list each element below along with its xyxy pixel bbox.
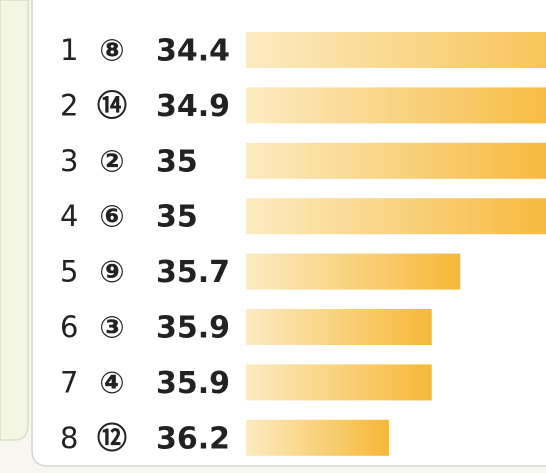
bar — [246, 309, 432, 345]
horse-number: ③ — [99, 311, 124, 346]
horse-number: ④ — [99, 366, 124, 401]
rank: 2 — [60, 88, 78, 122]
horse-number: ② — [99, 144, 124, 179]
rank: 6 — [60, 310, 78, 344]
time: 35 — [156, 144, 198, 179]
bar — [246, 253, 461, 290]
rank: 5 — [60, 255, 78, 289]
horse-number: ⑧ — [99, 34, 124, 69]
rank: 7 — [60, 365, 78, 399]
rank: 1 — [60, 33, 78, 67]
rank: 4 — [60, 199, 78, 233]
time: 34.9 — [156, 89, 230, 124]
time: 35.9 — [156, 366, 230, 401]
time: 34.4 — [156, 34, 230, 69]
bar — [246, 87, 546, 124]
bar — [246, 364, 432, 401]
bar — [246, 32, 546, 68]
time: 36.2 — [156, 421, 230, 456]
horse-number: ⑫ — [97, 421, 127, 456]
rank: 3 — [60, 144, 78, 178]
bar — [246, 419, 389, 456]
time: 35.9 — [156, 311, 230, 346]
side-panel — [0, 0, 29, 441]
time: 35.7 — [156, 255, 230, 290]
rows: 1 ⑧ 34.4 2 ⑭ 34.9 3 ② 35 4 ⑥ 35 5 ⑨ 35.7 6 ③ 35.9 7 ④ 35.9 8 ⑫… — [60, 32, 546, 456]
time: 35 — [156, 200, 198, 235]
horse-number: ⑭ — [97, 89, 127, 124]
bar — [246, 142, 546, 179]
bar — [246, 198, 546, 235]
rank: 8 — [60, 421, 78, 455]
horse-number: ⑨ — [99, 255, 124, 290]
horse-number: ⑥ — [99, 200, 124, 235]
